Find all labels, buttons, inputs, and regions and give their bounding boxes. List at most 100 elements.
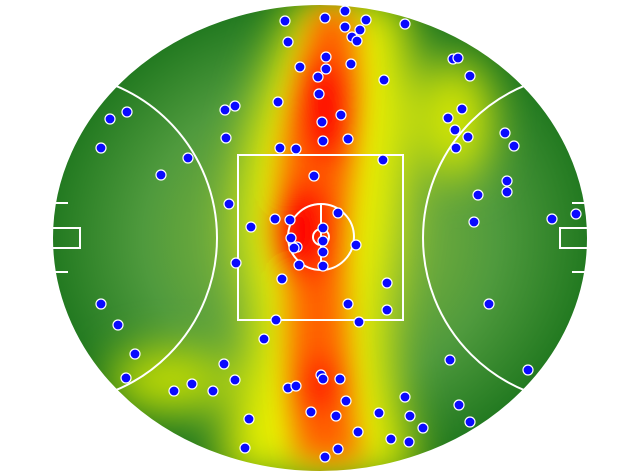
point (353, 316, 365, 328)
point (444, 354, 456, 366)
point (269, 213, 281, 225)
point (377, 154, 389, 166)
point (319, 12, 331, 24)
point (456, 103, 468, 115)
point (155, 169, 167, 181)
point (339, 5, 351, 17)
point (258, 333, 270, 345)
point (320, 51, 332, 63)
point (245, 221, 257, 233)
point (282, 36, 294, 48)
point (335, 109, 347, 121)
point (468, 216, 480, 228)
point (218, 358, 230, 370)
point (186, 378, 198, 390)
point (385, 433, 397, 445)
point (317, 235, 329, 247)
point (399, 18, 411, 30)
point (223, 198, 235, 210)
point (449, 124, 461, 136)
point (112, 319, 124, 331)
point (276, 273, 288, 285)
point (274, 142, 286, 154)
point (332, 207, 344, 219)
point (453, 399, 465, 411)
point (332, 443, 344, 455)
point (345, 58, 357, 70)
point (373, 407, 385, 419)
point (499, 127, 511, 139)
point (120, 372, 132, 384)
point (220, 132, 232, 144)
point (229, 374, 241, 386)
point (317, 222, 329, 234)
point (243, 413, 255, 425)
point (230, 257, 242, 269)
point (219, 104, 231, 116)
point (182, 152, 194, 164)
point (168, 385, 180, 397)
point (290, 380, 302, 392)
point (285, 232, 297, 244)
point (312, 71, 324, 83)
point (354, 24, 366, 36)
point (462, 131, 474, 143)
point (399, 391, 411, 403)
point (352, 426, 364, 438)
point (272, 96, 284, 108)
point (279, 15, 291, 27)
point (270, 314, 282, 326)
point (501, 175, 513, 187)
point (417, 422, 429, 434)
point (360, 14, 372, 26)
field-lines (51, 3, 589, 473)
point (501, 186, 513, 198)
point (95, 298, 107, 310)
point (342, 133, 354, 145)
point (317, 246, 329, 258)
point (129, 348, 141, 360)
point (483, 298, 495, 310)
point (290, 143, 302, 155)
point (381, 277, 393, 289)
point (305, 406, 317, 418)
point (317, 260, 329, 272)
point (104, 113, 116, 125)
point (288, 242, 300, 254)
point (330, 410, 342, 422)
point (121, 106, 133, 118)
point (334, 373, 346, 385)
point (403, 436, 415, 448)
point (508, 140, 520, 152)
point (404, 410, 416, 422)
points (95, 5, 582, 463)
point (308, 170, 320, 182)
point (313, 88, 325, 100)
point (339, 21, 351, 33)
point (207, 385, 219, 397)
point (464, 416, 476, 428)
point (350, 239, 362, 251)
point (317, 373, 329, 385)
point (284, 214, 296, 226)
point (450, 142, 462, 154)
point (239, 442, 251, 454)
point (340, 395, 352, 407)
point (229, 100, 241, 112)
point (342, 298, 354, 310)
point (546, 213, 558, 225)
point (320, 63, 332, 75)
point (294, 61, 306, 73)
point (464, 70, 476, 82)
point (316, 116, 328, 128)
point (95, 142, 107, 154)
point (381, 304, 393, 316)
point (293, 259, 305, 271)
point (351, 35, 363, 47)
point (317, 135, 329, 147)
point (319, 451, 331, 463)
point (442, 112, 454, 124)
point (378, 74, 390, 86)
point (570, 208, 582, 220)
